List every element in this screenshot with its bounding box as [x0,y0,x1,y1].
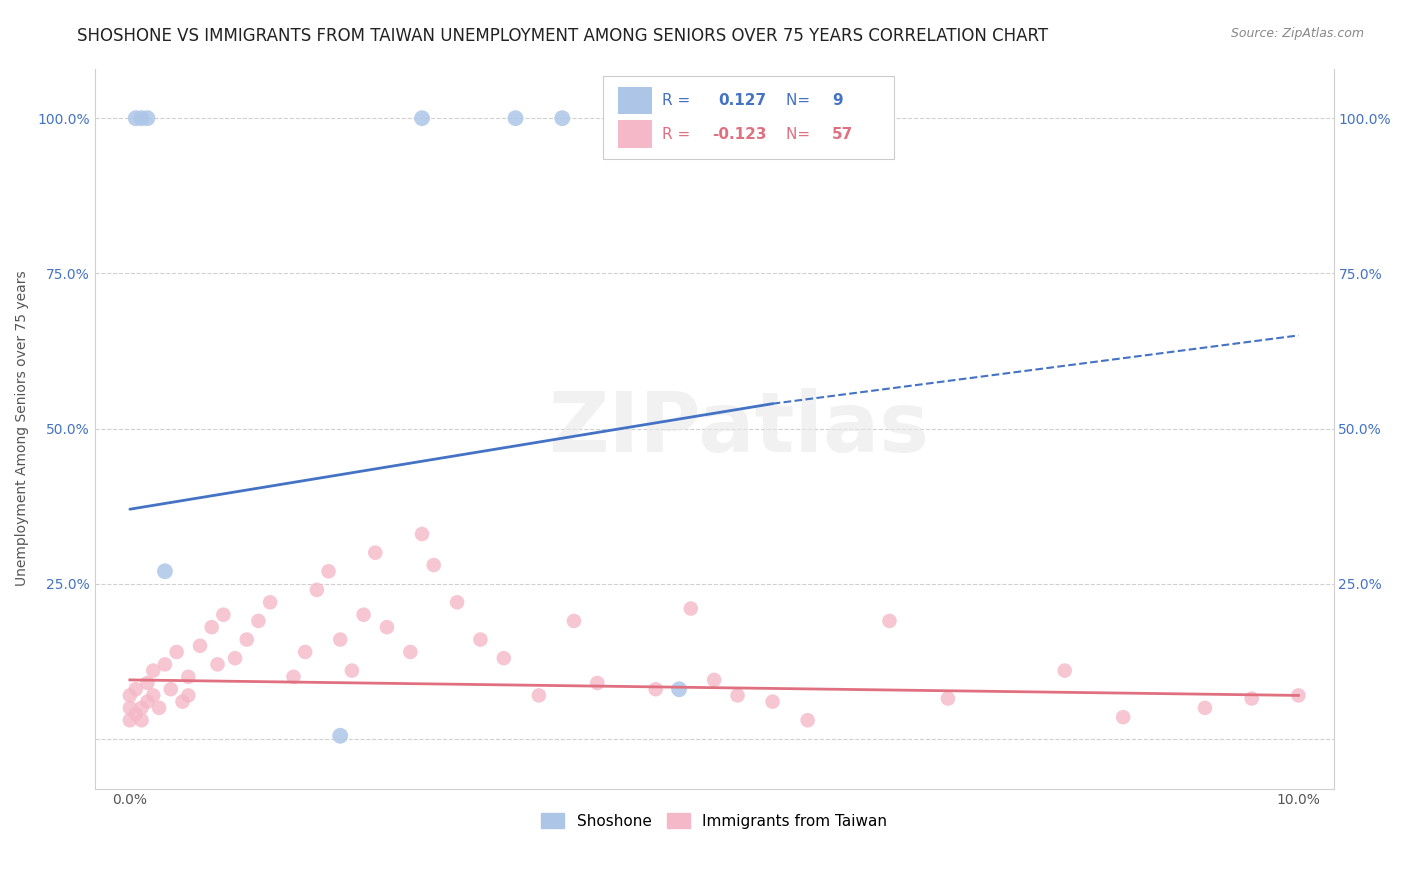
Point [207,657,229,672]
Point [1194,701,1216,715]
Point [159,682,181,697]
Point [562,614,585,628]
Text: R =: R = [662,93,695,108]
Point [166,645,188,659]
Point [259,595,281,609]
Point [551,111,574,125]
Point [212,607,235,622]
FancyBboxPatch shape [617,120,652,148]
Text: ZIPatlas: ZIPatlas [548,388,929,469]
Point [936,691,959,706]
Point [318,564,340,578]
Point [153,657,176,672]
Text: 9: 9 [832,93,842,108]
Point [727,689,749,703]
Point [422,558,444,572]
Point [411,527,433,541]
Point [340,664,363,678]
Point [399,645,422,659]
Point [125,682,148,697]
Point [879,614,901,628]
Y-axis label: Unemployment Among Seniors over 75 years: Unemployment Among Seniors over 75 years [15,270,30,586]
Point [492,651,515,665]
Point [1053,664,1076,678]
Point [305,582,328,597]
Point [1112,710,1135,724]
Point [131,713,153,727]
Point [136,695,159,709]
Point [703,673,725,687]
Point [131,111,153,125]
Point [118,701,141,715]
Point [125,111,148,125]
Text: 57: 57 [832,127,853,142]
Point [1240,691,1263,706]
Point [131,701,153,715]
Text: SHOSHONE VS IMMIGRANTS FROM TAIWAN UNEMPLOYMENT AMONG SENIORS OVER 75 YEARS CORR: SHOSHONE VS IMMIGRANTS FROM TAIWAN UNEMP… [77,27,1049,45]
Text: 0.127: 0.127 [718,93,766,108]
Point [148,701,170,715]
Point [446,595,468,609]
Text: -0.123: -0.123 [711,127,766,142]
Point [364,546,387,560]
Point [294,645,316,659]
Text: N=: N= [786,93,815,108]
Point [1288,689,1310,703]
Text: N=: N= [786,127,815,142]
Point [118,689,141,703]
Point [224,651,246,665]
Point [177,670,200,684]
Point [247,614,270,628]
Point [201,620,224,634]
Point [470,632,492,647]
Point [527,689,550,703]
FancyBboxPatch shape [603,76,894,159]
Point [761,695,783,709]
Point [142,689,165,703]
Point [375,620,398,634]
FancyBboxPatch shape [617,87,652,114]
Point [188,639,211,653]
Point [505,111,527,125]
Point [353,607,375,622]
Point [136,111,159,125]
Point [329,729,352,743]
Point [796,713,818,727]
Point [142,664,165,678]
Point [125,706,148,721]
Point [136,676,159,690]
Text: Source: ZipAtlas.com: Source: ZipAtlas.com [1230,27,1364,40]
Text: R =: R = [662,127,695,142]
Point [586,676,609,690]
Point [172,695,194,709]
Point [283,670,305,684]
Point [118,713,141,727]
Point [153,564,176,578]
Point [644,682,666,697]
Point [668,682,690,697]
Legend: Shoshone, Immigrants from Taiwan: Shoshone, Immigrants from Taiwan [536,806,893,835]
Point [411,111,433,125]
Point [679,601,702,615]
Point [177,689,200,703]
Point [329,632,352,647]
Point [235,632,257,647]
